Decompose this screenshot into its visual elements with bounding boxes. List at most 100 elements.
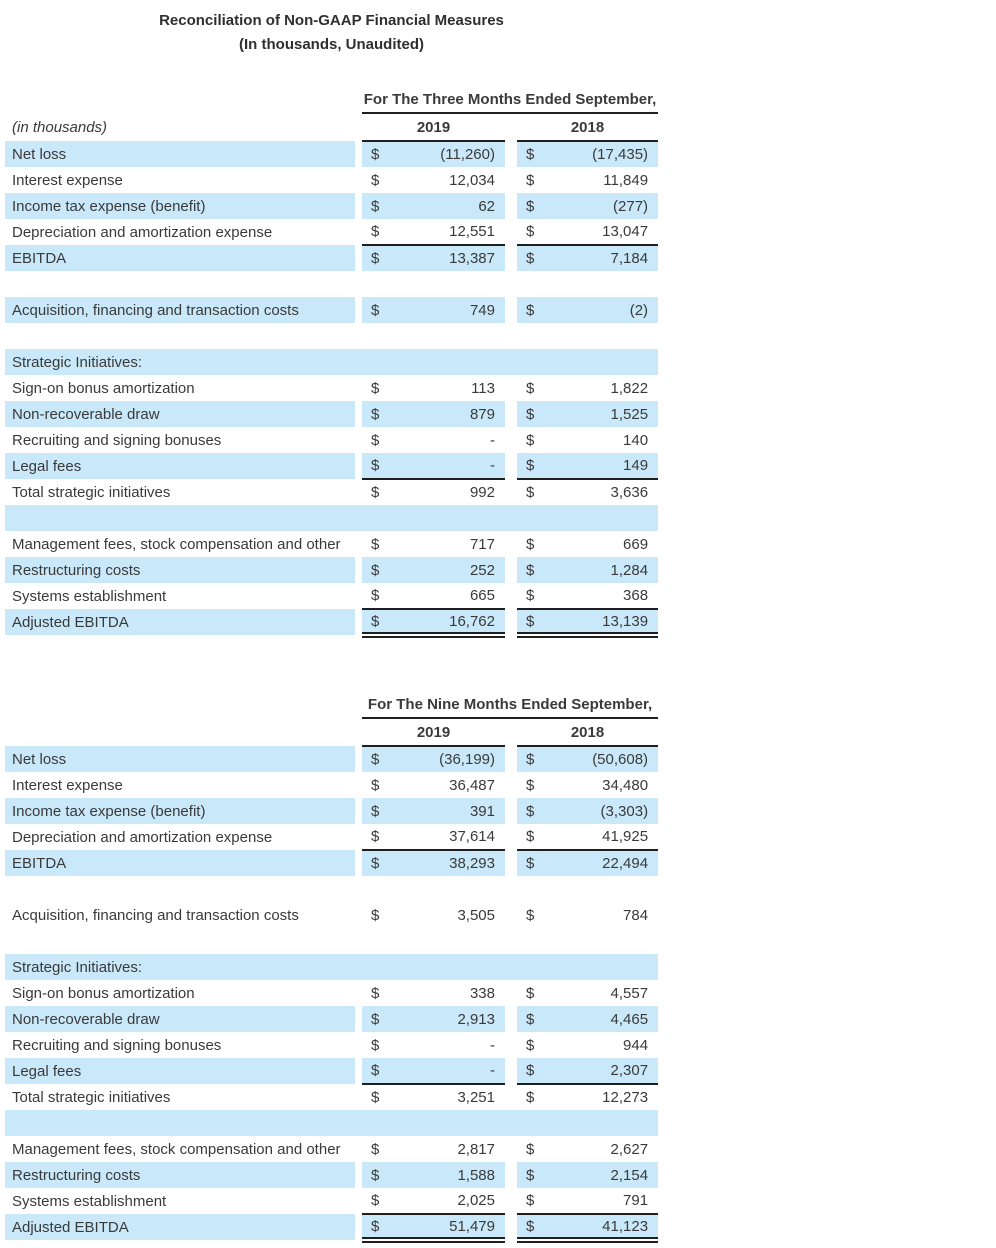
row-label: Acquisition, financing and transaction c… [5,297,355,323]
value-2019: 879 [390,401,505,427]
table-row: Management fees, stock compensation and … [5,1136,658,1162]
column-gap [355,297,362,323]
column-gap [505,453,517,479]
column-gap [505,1084,517,1110]
value-2019: 13,387 [390,244,505,271]
column-gap [505,824,517,850]
currency-symbol: $ [371,431,380,449]
table-row: Recruiting and signing bonuses $ - $140 [5,427,658,453]
currency-symbol: $ [362,453,390,479]
currency-symbol: $ [517,401,545,427]
value-2018: 669 [623,535,649,553]
value-2018: 34,480 [602,776,649,794]
column-gap [505,113,517,141]
currency-symbol: $ [371,776,380,794]
tables-container: For The Three Months Ended September, (in… [5,87,659,1243]
column-gap [355,718,362,746]
value-2018: 12,273 [545,1083,659,1110]
spacer-cell [5,323,658,349]
column-gap [505,141,517,167]
column-gap [505,167,517,193]
spacer-row [5,323,658,349]
value-2019: 16,762 [390,608,505,638]
currency-symbol: $ [517,1213,545,1243]
column-header-2019: 2019 [362,113,505,142]
table-row: EBITDA $13,387 $7,184 [5,244,659,271]
currency-symbol: $ [517,244,545,271]
currency-symbol: $ [517,1006,545,1032]
reconciliation-table-2: For The Nine Months Ended September, 2019… [5,692,659,1243]
column-gap [505,1136,517,1162]
table-row: Systems establishment $2,025 $791 [5,1188,658,1214]
currency-symbol: $ [371,1036,380,1054]
currency-symbol: $ [526,1036,535,1054]
table-row: EBITDA $38,293 $22,494 [5,849,659,876]
row-label: Total strategic initiatives [12,483,171,501]
table-row: Depreciation and amortization expense $37… [5,824,658,850]
table-row: Systems establishment $665 $368 [5,583,658,609]
column-gap [505,219,517,245]
period-row-lead [5,692,362,718]
row-label: Systems establishment [12,1192,167,1210]
column-gap [355,850,362,876]
table-row: Sign-on bonus amortization $338 $4,557 [5,980,658,1006]
table-row: Legal fees $ - $149 [5,453,659,479]
value-2018: (277) [545,193,659,219]
row-label: Interest expense [12,171,123,189]
currency-symbol: $ [371,379,380,397]
column-gap [355,824,362,850]
currency-symbol: $ [517,608,545,638]
currency-symbol: $ [362,297,390,323]
value-2018: 11,849 [603,171,649,189]
section-label [5,505,659,531]
table-row: Interest expense $36,487 $34,480 [5,772,658,798]
in-thousands-note: (in thousands) [12,119,108,136]
currency-symbol: $ [517,1162,545,1188]
row-label: Net loss [5,746,355,772]
column-gap [355,427,362,453]
table-row: Legal fees $ - $2,307 [5,1058,659,1084]
value-2018: 13,047 [602,223,649,240]
currency-symbol: $ [517,478,545,505]
currency-symbol: $ [526,1140,535,1158]
column-header-2019: 2019 [362,718,505,747]
value-2019: 36,487 [449,776,495,794]
value-2018: 2,307 [545,1058,659,1084]
value-2019: - [490,1036,495,1054]
currency-symbol: $ [526,223,535,240]
row-label: Interest expense [12,776,123,794]
document-header: Reconciliation of Non-GAAP Financial Mea… [5,9,658,57]
currency-symbol: $ [526,828,535,845]
currency-symbol: $ [371,1192,380,1209]
currency-symbol: $ [362,1006,390,1032]
currency-symbol: $ [526,906,535,924]
currency-symbol: $ [526,535,535,553]
value-2018: 791 [623,1192,649,1209]
row-label: Non-recoverable draw [5,1006,355,1032]
currency-symbol: $ [362,798,390,824]
value-2019: - [490,431,495,449]
currency-symbol: $ [362,244,390,271]
column-gap [355,798,362,824]
column-gap [505,531,517,557]
column-gap [355,479,362,505]
row-label: Net loss [5,141,355,167]
column-gap [355,1162,362,1188]
section-row: Strategic Initiatives: [5,349,659,375]
column-gap [505,297,517,323]
currency-symbol: $ [362,1083,390,1110]
row-label: EBITDA [5,245,355,271]
column-gap [505,902,517,928]
value-2018: (17,435) [545,141,659,167]
in-thousands-note [5,718,355,746]
column-gap [505,557,517,583]
currency-symbol: $ [362,557,390,583]
currency-symbol: $ [526,171,535,189]
column-gap [505,1032,517,1058]
value-2019: 51,479 [390,1213,505,1243]
column-gap [355,609,362,635]
column-gap [355,531,362,557]
column-gap [505,772,517,798]
value-2019: 749 [390,297,505,323]
column-gap [505,245,517,271]
